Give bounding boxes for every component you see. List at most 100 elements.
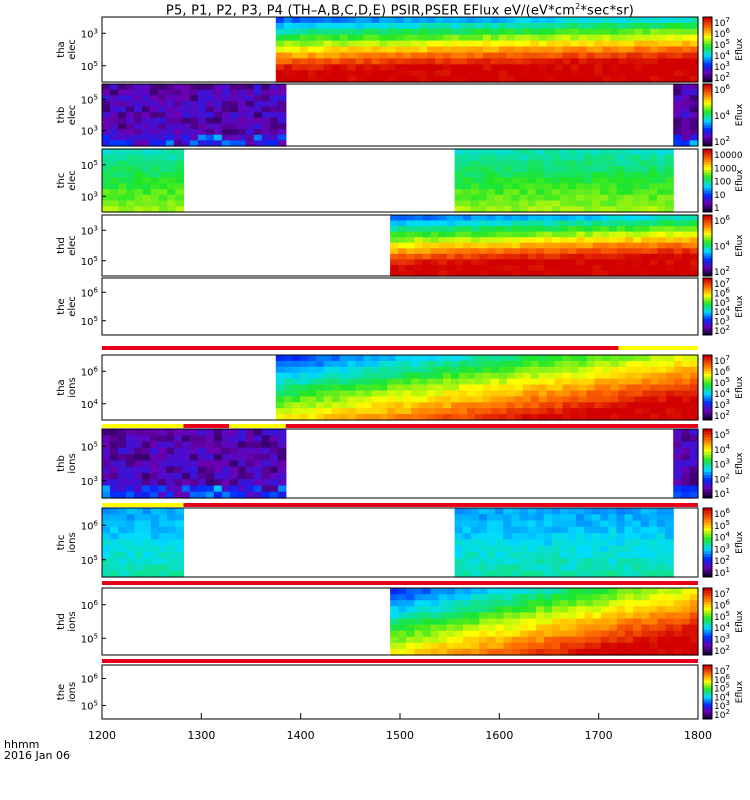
thd-elec-cell	[398, 242, 407, 249]
thb-elec-cell	[126, 140, 135, 147]
tha-ions-cell	[514, 360, 524, 368]
thd-elec-cell	[633, 231, 642, 238]
thd-elec-cell	[681, 220, 691, 227]
tha-elec-cell	[355, 64, 365, 71]
tha-elec-cell	[530, 17, 540, 24]
thc-ions-cell	[511, 558, 520, 566]
thb-ions-cell	[237, 447, 247, 455]
tha-elec-cell	[283, 40, 293, 48]
tha-elec-colorbar-seg	[703, 30, 712, 34]
tha-elec-cell	[666, 22, 675, 30]
thb-elec-cell	[102, 112, 111, 119]
thd-elec-cell	[406, 215, 415, 222]
thc-elec-cell	[102, 206, 111, 213]
thd-elec-cell	[568, 253, 577, 260]
thd-ions-cell	[422, 600, 432, 607]
tha-ions-cell	[482, 396, 492, 403]
tha-elec-cell	[610, 28, 619, 36]
tha-ions-cell	[546, 414, 556, 421]
thb-ions-cell	[673, 472, 683, 480]
thb-ions-cell	[134, 479, 143, 487]
tha-ions-cell	[307, 408, 317, 415]
thd-elec-colorbar-seg	[703, 227, 712, 231]
thc-ions-cell	[102, 508, 111, 515]
tha-ions-cell	[459, 408, 468, 415]
tha-ions-cell	[283, 390, 293, 397]
thc-ions-colorbar-seg	[703, 525, 712, 529]
tha-ions-cell	[674, 378, 683, 386]
tha-ions-cell	[339, 378, 349, 386]
thd-elec-cell	[633, 220, 642, 227]
thc-elec-cell	[142, 194, 152, 202]
thc-ions-cell	[527, 564, 537, 572]
thd-elec-cell	[527, 220, 537, 227]
thd-ions-cell	[479, 588, 488, 595]
thc-ions-cell	[495, 539, 504, 547]
thd-elec-cell	[633, 242, 642, 249]
thc-ions-cell	[134, 551, 144, 559]
thc-elec-cell	[592, 166, 601, 173]
thb-elec-cell	[253, 112, 263, 119]
thc-ions-cell	[576, 564, 585, 572]
thd-elec-cell	[446, 270, 456, 277]
thc-elec-cell	[167, 200, 176, 207]
thd-elec-cell	[398, 220, 407, 227]
thb-ions-cell	[181, 479, 191, 487]
thc-ions-cell	[102, 533, 111, 540]
thb-elec-cb-tick-0: 106	[714, 83, 730, 96]
thd-elec-cell	[641, 242, 650, 249]
thc-elec-cell	[640, 154, 650, 161]
thc-ions-cell	[511, 564, 520, 572]
tha-elec-cell	[626, 40, 635, 48]
tha-elec-label-species: elec	[67, 39, 78, 60]
tha-elec-cell	[570, 52, 580, 59]
tha-elec-cell	[514, 76, 524, 83]
thd-elec-cell	[519, 264, 529, 271]
tha-elec-cell	[443, 52, 452, 59]
thc-ions-colorbar-seg	[703, 510, 712, 515]
tha-elec-cell	[371, 34, 380, 42]
thb-elec-cell	[261, 123, 271, 130]
thc-elec-cell	[126, 171, 136, 179]
tha-ions-cell	[403, 366, 412, 374]
tha-elec-cell	[459, 64, 468, 71]
thb-ions-cell	[213, 460, 223, 468]
tha-elec-cell	[538, 58, 548, 65]
tha-elec-data-block-1	[275, 17, 699, 83]
thd-elec-cell	[390, 237, 399, 244]
thb-ions-cell	[269, 466, 279, 474]
thd-ions-cell	[600, 636, 610, 644]
tha-elec-cell	[626, 64, 635, 71]
thc-elec-cell	[640, 171, 650, 179]
tha-ions-cell	[475, 396, 484, 403]
thd-ions-cell	[414, 636, 424, 644]
thd-elec-cell	[406, 253, 415, 260]
title-main: P5, P1, P2, P3, P4 (TH–A,B,C,D,E) PSIR,P…	[165, 3, 576, 19]
thc-elec-cell	[503, 171, 512, 179]
tha-elec-colorbar-seg	[703, 60, 712, 64]
thd-elec-cell	[625, 220, 634, 227]
thc-ions-cell	[110, 533, 119, 540]
thd-elec-cell	[503, 231, 513, 238]
thd-ions-cell	[430, 600, 440, 607]
thd-ions-cell	[535, 606, 545, 613]
tha-ions-cell	[626, 390, 635, 397]
thd-elec-cell	[422, 231, 432, 238]
thd-elec-cell	[625, 270, 634, 277]
thc-elec-cell	[167, 183, 176, 190]
thd-ions-cell	[487, 588, 496, 595]
tha-elec-cell	[339, 64, 349, 71]
thc-ions-cell	[665, 570, 674, 578]
thc-elec-cell	[608, 194, 618, 202]
thd-elec-cell	[657, 226, 667, 233]
tha-ions-cell	[419, 378, 428, 386]
thd-ions-cell	[608, 612, 618, 620]
tha-elec-cell	[347, 22, 357, 30]
thd-elec-cell	[406, 220, 415, 227]
thd-elec-cell	[592, 215, 602, 222]
tha-elec-cell	[451, 22, 460, 30]
thc-elec-cell	[519, 183, 529, 190]
tha-elec-cell	[586, 70, 596, 77]
thd-elec-cb-tick-0: 106	[714, 214, 730, 227]
thc-elec-cell	[478, 189, 488, 196]
